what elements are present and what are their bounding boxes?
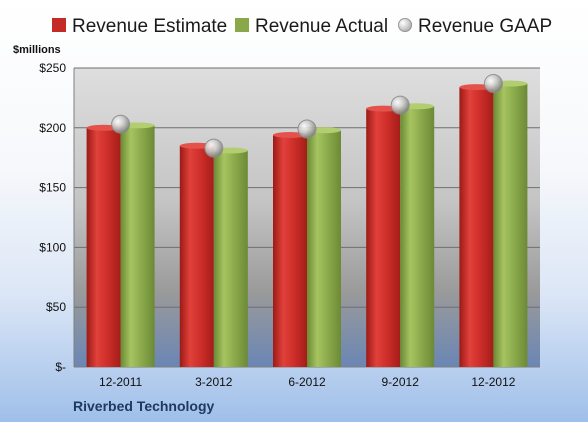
legend-item-revenue-estimate: Revenue Estimate: [52, 16, 227, 38]
x-tick-label: 12-2011: [99, 375, 142, 389]
y-tick-label: $-: [55, 360, 66, 374]
legend-item-revenue-actual: Revenue Actual: [235, 16, 388, 38]
legend-label-revenue-estimate: Revenue Estimate: [72, 16, 228, 37]
legend-label-revenue-gaap: Revenue GAAP: [418, 16, 553, 37]
y-tick-label: $250: [39, 61, 66, 75]
chart-legend: Revenue Estimate Revenue Actual Revenue …: [0, 12, 588, 42]
company-name: Riverbed Technology: [73, 398, 215, 414]
bar-revenue-estimate: [459, 87, 494, 368]
legend-marker-revenue-gaap: [398, 17, 412, 32]
y-axis-units-label: $millions: [13, 44, 61, 56]
bar-top-revenue-estimate: [273, 131, 307, 138]
bar-revenue-estimate: [366, 108, 401, 367]
bar-revenue-actual: [307, 130, 341, 367]
bar-revenue-estimate: [273, 134, 307, 367]
marker-revenue-gaap: [483, 74, 503, 94]
bar-revenue-actual: [213, 150, 248, 367]
y-tick-label: $50: [46, 300, 66, 314]
legend-item-revenue-gaap: Revenue GAAP: [398, 16, 552, 38]
marker-revenue-gaap: [390, 95, 410, 115]
bar-revenue-actual: [400, 106, 435, 367]
bar-revenue-estimate: [179, 145, 214, 367]
bar-revenue-estimate: [86, 127, 121, 367]
x-tick-label: 12-2012: [471, 375, 515, 389]
legend-swatch-revenue-estimate: [52, 17, 66, 32]
bar-revenue-actual: [493, 83, 528, 367]
marker-revenue-gaap: [111, 114, 131, 134]
legend-swatch-revenue-actual: [235, 17, 249, 32]
marker-revenue-gaap: [297, 119, 317, 139]
bar-revenue-actual: [120, 125, 155, 368]
marker-revenue-gaap: [204, 138, 224, 158]
y-tick-label: $200: [39, 121, 66, 135]
legend-label-revenue-actual: Revenue Actual: [255, 16, 389, 37]
x-tick-label: 9-2012: [382, 375, 420, 389]
y-tick-label: $150: [39, 181, 66, 195]
x-tick-label: 3-2012: [195, 375, 233, 389]
y-tick-label: $100: [39, 240, 66, 254]
x-tick-label: 6-2012: [288, 375, 326, 389]
